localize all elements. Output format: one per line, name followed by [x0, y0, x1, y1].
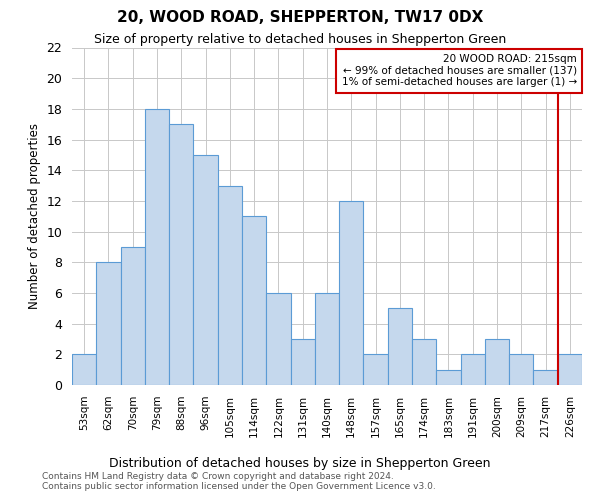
Bar: [558, 354, 582, 385]
Bar: [193, 155, 218, 385]
Text: Distribution of detached houses by size in Shepperton Green: Distribution of detached houses by size …: [109, 458, 491, 470]
Bar: [436, 370, 461, 385]
Bar: [266, 293, 290, 385]
Bar: [72, 354, 96, 385]
Bar: [364, 354, 388, 385]
Text: Contains HM Land Registry data © Crown copyright and database right 2024.: Contains HM Land Registry data © Crown c…: [42, 472, 394, 481]
Bar: [169, 124, 193, 385]
Bar: [96, 262, 121, 385]
Text: 20, WOOD ROAD, SHEPPERTON, TW17 0DX: 20, WOOD ROAD, SHEPPERTON, TW17 0DX: [117, 10, 483, 25]
Bar: [242, 216, 266, 385]
Bar: [461, 354, 485, 385]
Bar: [218, 186, 242, 385]
Bar: [388, 308, 412, 385]
Bar: [290, 339, 315, 385]
Bar: [509, 354, 533, 385]
Text: Size of property relative to detached houses in Shepperton Green: Size of property relative to detached ho…: [94, 32, 506, 46]
Bar: [339, 201, 364, 385]
Text: 20 WOOD ROAD: 215sqm
← 99% of detached houses are smaller (137)
1% of semi-detac: 20 WOOD ROAD: 215sqm ← 99% of detached h…: [341, 54, 577, 88]
Y-axis label: Number of detached properties: Number of detached properties: [28, 123, 41, 309]
Bar: [121, 247, 145, 385]
Bar: [145, 109, 169, 385]
Bar: [412, 339, 436, 385]
Bar: [533, 370, 558, 385]
Bar: [315, 293, 339, 385]
Text: Contains public sector information licensed under the Open Government Licence v3: Contains public sector information licen…: [42, 482, 436, 491]
Bar: [485, 339, 509, 385]
